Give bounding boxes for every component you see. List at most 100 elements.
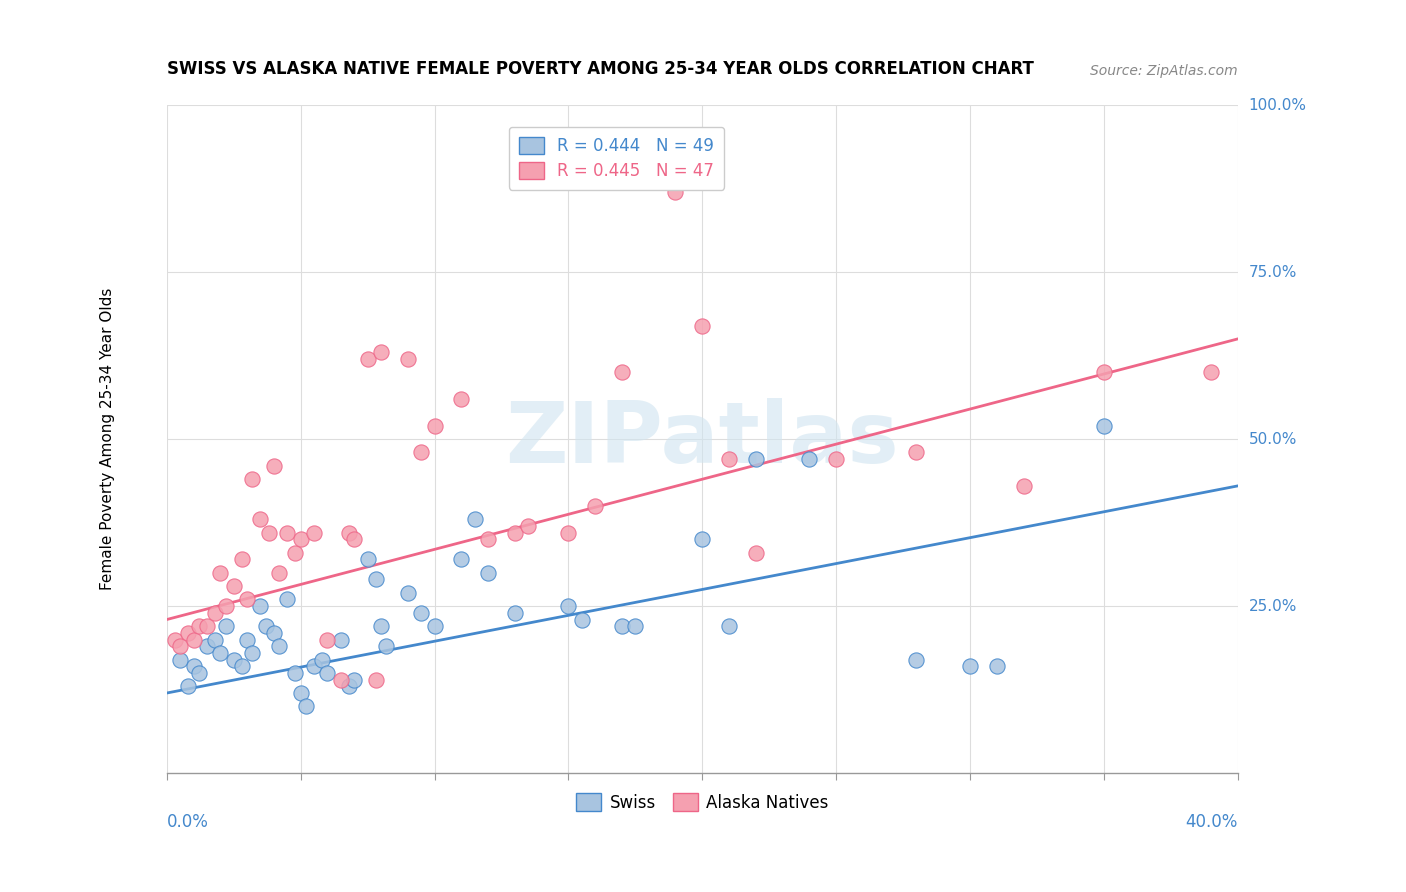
Point xyxy=(624,619,647,633)
Point xyxy=(329,632,352,647)
Point xyxy=(825,452,848,467)
Point xyxy=(177,679,200,693)
Point xyxy=(284,665,307,680)
Point xyxy=(236,632,259,647)
Text: 0.0%: 0.0% xyxy=(167,814,208,831)
Point xyxy=(745,546,768,560)
Point xyxy=(329,673,352,687)
Point xyxy=(316,632,339,647)
Point xyxy=(356,351,378,366)
Text: 75.0%: 75.0% xyxy=(1249,265,1296,279)
Point xyxy=(204,606,226,620)
Point xyxy=(557,599,579,614)
Point xyxy=(215,619,238,633)
Point xyxy=(249,599,271,614)
Point xyxy=(905,445,928,459)
Point xyxy=(583,499,606,513)
Point xyxy=(254,619,277,633)
Point xyxy=(690,533,713,547)
Point xyxy=(517,519,540,533)
Point xyxy=(375,639,398,653)
Point xyxy=(799,452,821,467)
Point xyxy=(959,659,981,673)
Point xyxy=(195,619,218,633)
Point xyxy=(571,613,593,627)
Point xyxy=(231,659,253,673)
Point xyxy=(290,533,312,547)
Point xyxy=(364,573,387,587)
Point xyxy=(263,458,285,473)
Point xyxy=(316,665,339,680)
Point xyxy=(222,652,245,666)
Point xyxy=(276,592,298,607)
Point xyxy=(411,445,433,459)
Point xyxy=(986,659,1008,673)
Point xyxy=(364,673,387,687)
Point xyxy=(222,579,245,593)
Text: Source: ZipAtlas.com: Source: ZipAtlas.com xyxy=(1090,64,1237,78)
Text: 50.0%: 50.0% xyxy=(1249,432,1296,447)
Point xyxy=(169,639,191,653)
Point xyxy=(1199,365,1222,379)
Text: Female Poverty Among 25-34 Year Olds: Female Poverty Among 25-34 Year Olds xyxy=(100,288,115,591)
Point xyxy=(302,525,325,540)
Point xyxy=(195,639,218,653)
Point xyxy=(343,673,366,687)
Point xyxy=(236,592,259,607)
Point xyxy=(745,452,768,467)
Point xyxy=(290,686,312,700)
Text: SWISS VS ALASKA NATIVE FEMALE POVERTY AMONG 25-34 YEAR OLDS CORRELATION CHART: SWISS VS ALASKA NATIVE FEMALE POVERTY AM… xyxy=(167,61,1033,78)
Point xyxy=(664,185,686,199)
Point xyxy=(610,365,633,379)
Point xyxy=(263,626,285,640)
Point xyxy=(396,586,419,600)
Point xyxy=(337,525,360,540)
Point xyxy=(215,599,238,614)
Point xyxy=(257,525,280,540)
Point xyxy=(295,699,318,714)
Point xyxy=(356,552,378,566)
Point xyxy=(503,525,526,540)
Point xyxy=(209,566,232,580)
Point xyxy=(477,566,499,580)
Point xyxy=(477,533,499,547)
Point xyxy=(169,652,191,666)
Point xyxy=(718,452,741,467)
Point xyxy=(423,619,446,633)
Point xyxy=(1092,365,1115,379)
Point xyxy=(411,606,433,620)
Legend: Swiss, Alaska Natives: Swiss, Alaska Natives xyxy=(569,787,835,818)
Point xyxy=(1012,479,1035,493)
Point xyxy=(464,512,486,526)
Text: 25.0%: 25.0% xyxy=(1249,599,1296,614)
Point xyxy=(610,619,633,633)
Point xyxy=(183,659,205,673)
Point xyxy=(450,552,472,566)
Point xyxy=(423,418,446,433)
Point xyxy=(370,619,392,633)
Point xyxy=(163,632,186,647)
Point xyxy=(1092,418,1115,433)
Point xyxy=(503,606,526,620)
Point xyxy=(242,472,264,486)
Point xyxy=(905,652,928,666)
Point xyxy=(187,619,209,633)
Point xyxy=(249,512,271,526)
Point xyxy=(204,632,226,647)
Text: 100.0%: 100.0% xyxy=(1249,97,1306,112)
Point xyxy=(209,646,232,660)
Point xyxy=(557,525,579,540)
Point xyxy=(370,345,392,359)
Point xyxy=(396,351,419,366)
Point xyxy=(450,392,472,406)
Point xyxy=(337,679,360,693)
Point xyxy=(269,566,291,580)
Point xyxy=(284,546,307,560)
Point xyxy=(343,533,366,547)
Point xyxy=(311,652,333,666)
Point xyxy=(718,619,741,633)
Point xyxy=(183,632,205,647)
Point xyxy=(231,552,253,566)
Text: ZIPatlas: ZIPatlas xyxy=(505,398,900,481)
Point xyxy=(187,665,209,680)
